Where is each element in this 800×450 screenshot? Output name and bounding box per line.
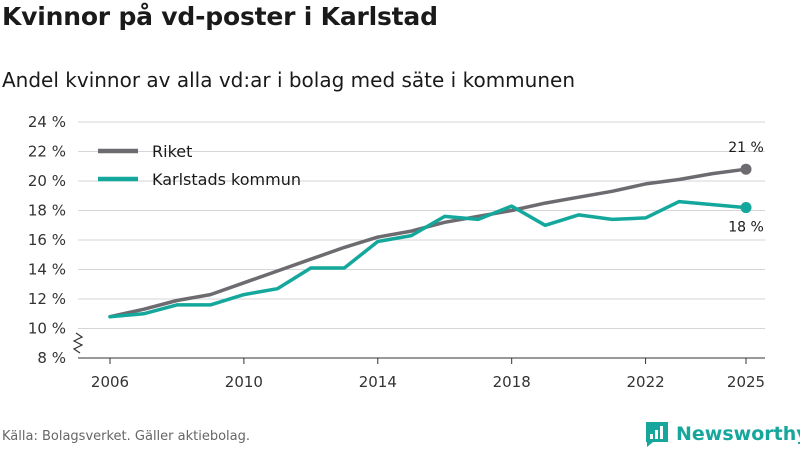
newsworthy-logo-icon [646, 422, 668, 447]
series-line-karlstads-kommun [108, 199, 748, 319]
source-note: Källa: Bolagsverket. Gäller aktiebolag. [2, 429, 251, 444]
y-tick-label: 22 % [28, 143, 66, 161]
x-tick-label: 2006 [91, 373, 129, 391]
y-tick-label: 18 % [28, 202, 66, 220]
end-label-karlstads-kommun: 18 % [728, 220, 764, 236]
gridlines [78, 121, 765, 329]
x-tick-label: 2018 [493, 373, 531, 391]
brand-name: Newsworthy [676, 423, 800, 445]
series-line-riket [108, 167, 748, 319]
y-tick-label: 24 % [28, 113, 66, 131]
y-tick-label: 10 % [28, 320, 66, 338]
chart-title: Kvinnor på vd-poster i Karlstad [2, 2, 438, 31]
x-tick-label: 2025 [727, 373, 765, 391]
y-tick-label: 8 % [37, 349, 66, 367]
axis-break-icon [72, 332, 84, 354]
legend-label-karlstads-kommun: Karlstads kommun [152, 170, 301, 189]
legend-label-riket: Riket [152, 142, 192, 161]
x-tick-label: 2014 [359, 373, 397, 391]
y-tick-label: 12 % [28, 290, 66, 308]
x-tick-label: 2022 [626, 373, 664, 391]
axes: 8 % 10 % 12 % 14 % 16 % 18 % 20 % 22 % 24 % 2006 2… [28, 113, 765, 391]
end-label-riket: 21 % [728, 140, 764, 156]
y-tick-label: 14 % [28, 261, 66, 279]
series-lines: 21 % 18 % [108, 140, 764, 319]
y-tick-label: 20 % [28, 172, 66, 190]
chart-subtitle: Andel kvinnor av alla vd:ar i bolag med … [2, 68, 575, 92]
x-tick-label: 2010 [225, 373, 263, 391]
y-tick-label: 16 % [28, 231, 66, 249]
end-point-karlstads-kommun [740, 202, 752, 214]
brand-logo: Newsworthy [644, 419, 800, 449]
legend: Riket Karlstads kommun [98, 142, 301, 189]
end-point-riket [740, 163, 752, 175]
